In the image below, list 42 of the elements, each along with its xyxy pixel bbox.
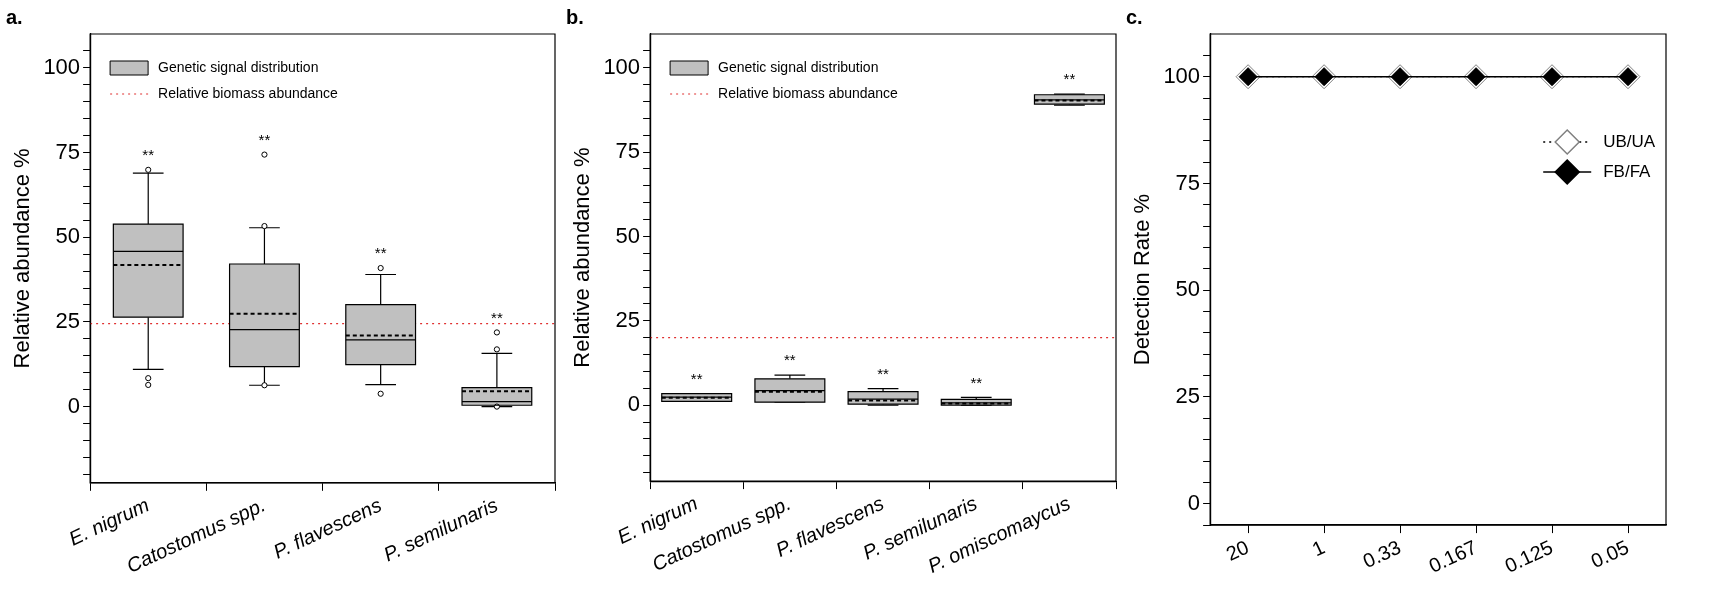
legend-label: UB/UA: [1603, 131, 1656, 151]
y-tick-label: 0: [1187, 489, 1201, 515]
annotation: **: [784, 351, 796, 369]
chart-title: c.: [1126, 5, 1143, 28]
annotation: **: [877, 364, 890, 382]
annotation: **: [491, 308, 503, 326]
annotation: **: [374, 244, 387, 262]
chart-title: a.: [6, 5, 23, 28]
y-tick-label: 75: [55, 138, 81, 164]
annotation: **: [690, 369, 703, 387]
annotation: **: [142, 145, 155, 163]
y-tick-label: 75: [615, 138, 641, 164]
y-tick-label: 75: [1175, 169, 1201, 195]
y-tick-label: 25: [55, 307, 81, 333]
chart-title: b.: [566, 5, 584, 28]
annotation: **: [1063, 70, 1076, 88]
y-tick-label: 0: [627, 391, 641, 417]
y-tick-label: 50: [615, 222, 641, 248]
x-tick-label: 0.33: [1359, 535, 1405, 573]
y-tick-label: 50: [1175, 276, 1201, 302]
legend-label: FB/FA: [1603, 161, 1652, 181]
legend-label: Genetic signal distribution: [718, 58, 879, 75]
y-tick-label: 100: [43, 53, 81, 79]
y-tick-label: 0: [67, 392, 81, 418]
legend-label: Relative biomass abundance: [158, 84, 339, 101]
x-tick-label: 0.125: [1501, 535, 1557, 577]
x-tick-label: 20: [1222, 535, 1253, 565]
x-tick-label: 0.167: [1425, 535, 1481, 577]
x-tick-label: 0.05: [1587, 535, 1633, 573]
y-tick-label: 100: [603, 53, 641, 79]
y-axis-title: Relative abundance %: [569, 147, 595, 368]
y-axis-title: Relative abundance %: [9, 148, 35, 369]
legend-label: Relative biomass abundance: [718, 84, 899, 101]
y-tick-label: 25: [1175, 383, 1201, 409]
annotation: **: [258, 130, 271, 148]
legend-label: Genetic signal distribution: [158, 58, 319, 75]
annotation: **: [970, 373, 983, 391]
y-tick-label: 50: [55, 223, 81, 249]
x-tick-label: 1: [1308, 535, 1329, 561]
y-tick-label: 25: [615, 306, 641, 332]
y-tick-label: 100: [1163, 62, 1201, 88]
y-axis-title: Detection Rate %: [1129, 193, 1155, 366]
